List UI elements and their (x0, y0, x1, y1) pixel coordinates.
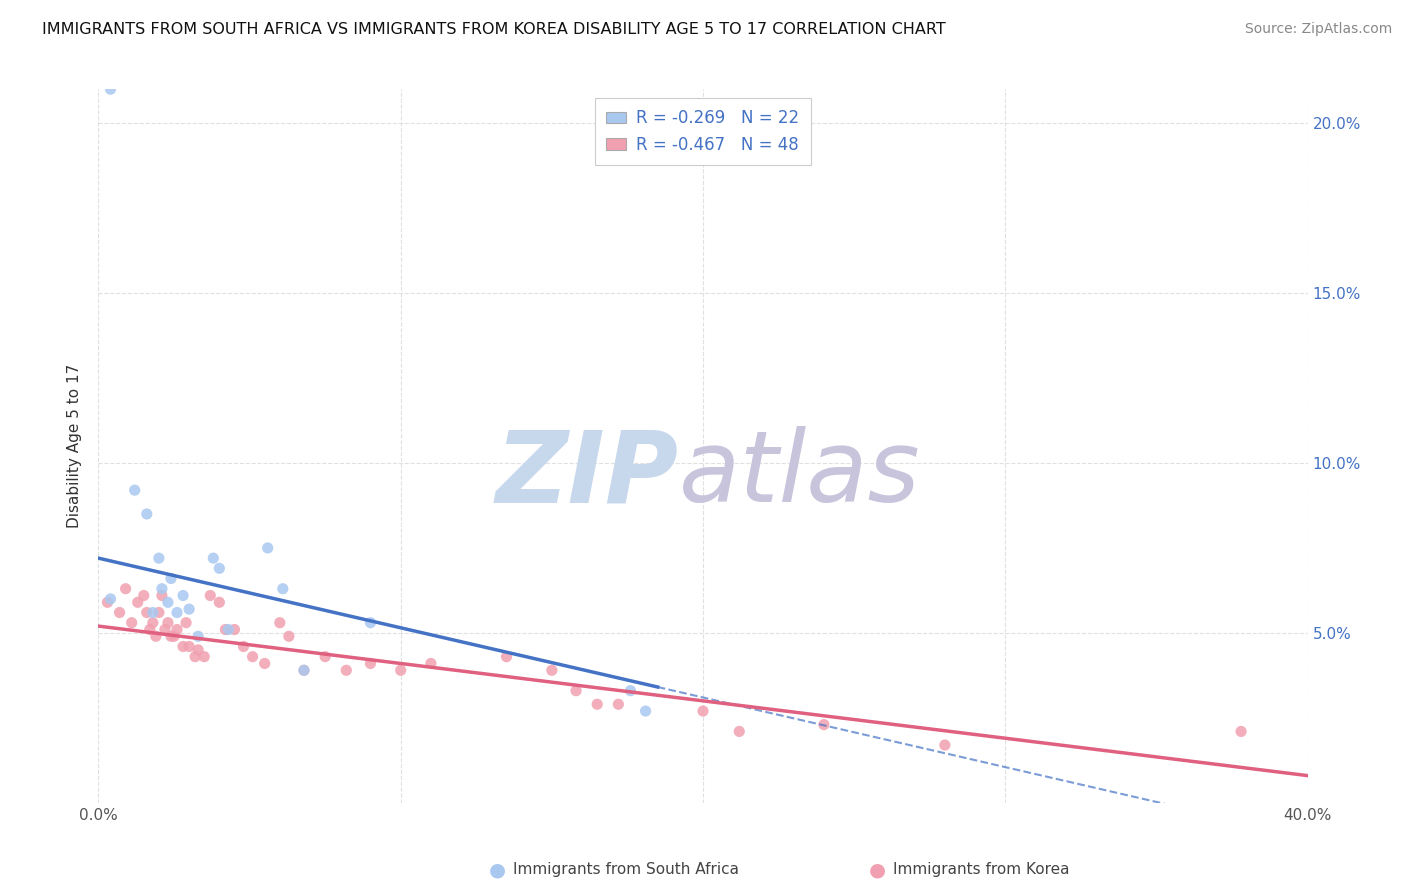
Point (145, 629, 167, 643)
Point (148, 551, 170, 566)
Point (934, 738, 956, 752)
Point (634, 704, 657, 718)
Point (172, 640, 194, 654)
Point (607, 698, 630, 712)
Point (271, 582, 294, 596)
Point (360, 615, 382, 630)
Point (166, 606, 188, 620)
Point (217, 623, 239, 637)
Point (360, 657, 382, 671)
Point (277, 629, 299, 643)
Point (232, 640, 254, 654)
Point (292, 663, 315, 677)
Point (586, 698, 609, 712)
Point (619, 683, 641, 698)
Text: Immigrants from South Africa: Immigrants from South Africa (513, 863, 740, 877)
Point (172, 589, 194, 603)
Point (100, 82, 122, 96)
Point (114, 582, 136, 596)
Point (200, 589, 222, 603)
Point (540, 663, 562, 677)
Point (813, 717, 835, 731)
Point (389, 663, 412, 677)
Point (150, 589, 173, 603)
Point (314, 649, 336, 664)
Text: ●: ● (869, 860, 886, 880)
Point (124, 483, 146, 498)
Point (214, 623, 236, 637)
Point (242, 649, 264, 664)
Point (96, 595, 118, 609)
Legend: R = -0.269   N = 22, R = -0.467   N = 48: R = -0.269 N = 22, R = -0.467 N = 48 (595, 97, 811, 165)
Text: Immigrants from Korea: Immigrants from Korea (893, 863, 1070, 877)
Point (202, 551, 225, 566)
Point (160, 629, 183, 643)
Point (160, 572, 183, 586)
Point (253, 657, 276, 671)
Point (292, 663, 315, 677)
Point (187, 643, 209, 657)
Text: ●: ● (489, 860, 506, 880)
Point (208, 561, 231, 575)
Point (174, 615, 197, 630)
Point (184, 649, 207, 664)
Point (420, 657, 443, 671)
Point (208, 595, 231, 609)
Point (1230, 724, 1253, 739)
Point (156, 615, 179, 630)
Text: atlas: atlas (679, 426, 921, 523)
Point (256, 541, 278, 555)
Point (142, 606, 165, 620)
Point (692, 704, 714, 718)
Text: ZIP: ZIP (496, 426, 679, 523)
Point (565, 683, 588, 698)
Point (179, 640, 201, 654)
Point (495, 649, 517, 664)
Point (127, 595, 149, 609)
Point (108, 606, 131, 620)
Point (135, 507, 157, 521)
Point (166, 623, 188, 637)
Text: IMMIGRANTS FROM SOUTH AFRICA VS IMMIGRANTS FROM KOREA DISABILITY AGE 5 TO 17 COR: IMMIGRANTS FROM SOUTH AFRICA VS IMMIGRAN… (42, 22, 946, 37)
Point (150, 582, 173, 596)
Y-axis label: Disability Age 5 to 17: Disability Age 5 to 17 (67, 364, 83, 528)
Point (156, 595, 179, 609)
Point (100, 591, 122, 606)
Point (153, 623, 176, 637)
Point (135, 606, 157, 620)
Point (193, 649, 215, 664)
Point (148, 606, 170, 620)
Point (163, 629, 186, 643)
Point (269, 615, 291, 630)
Point (335, 663, 357, 677)
Point (142, 615, 165, 630)
Point (187, 629, 209, 643)
Text: Source: ZipAtlas.com: Source: ZipAtlas.com (1244, 22, 1392, 37)
Point (728, 724, 751, 739)
Point (139, 623, 162, 637)
Point (121, 615, 143, 630)
Point (224, 623, 246, 637)
Point (132, 589, 155, 603)
Point (179, 602, 201, 616)
